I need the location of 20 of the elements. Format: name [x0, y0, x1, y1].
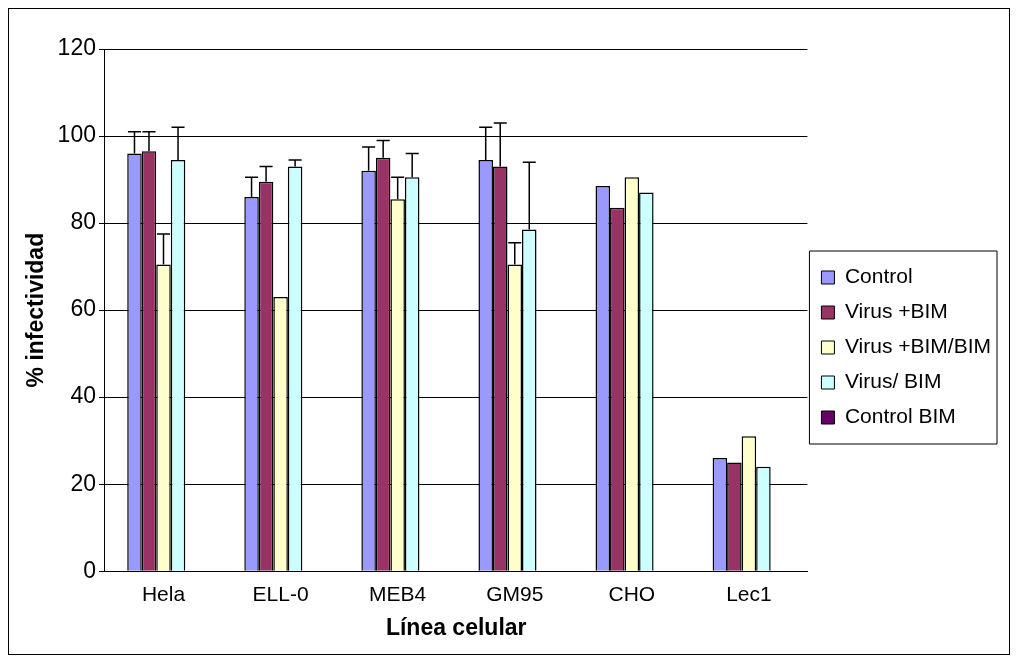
- y-tick-label: 40: [70, 382, 96, 409]
- x-axis-title: Línea celular: [385, 613, 527, 640]
- legend-label: Virus +BIM: [844, 299, 948, 323]
- y-tick-label: 80: [70, 208, 96, 235]
- y-tick-label: 0: [83, 556, 96, 583]
- y-tick-label: 20: [70, 469, 96, 496]
- x-tick-label: MEB4: [369, 581, 427, 605]
- y-tick-label: 120: [57, 34, 96, 61]
- x-tick-label: GM95: [486, 581, 544, 605]
- y-tick-label: 100: [57, 121, 96, 148]
- legend-label: Control BIM: [844, 404, 956, 428]
- x-tick-label: ELL-0: [252, 581, 309, 605]
- legend-label: Virus +BIM/BIM: [844, 334, 992, 358]
- y-tick-label: 60: [70, 295, 96, 322]
- legend-label: Virus/ BIM: [844, 369, 942, 393]
- x-tick-label: Lec1: [726, 581, 772, 605]
- legend-label: Control: [844, 264, 913, 288]
- y-axis-title: % infectividad: [22, 232, 49, 388]
- x-tick-label: Hela: [141, 581, 186, 605]
- x-tick-label: CHO: [608, 581, 656, 605]
